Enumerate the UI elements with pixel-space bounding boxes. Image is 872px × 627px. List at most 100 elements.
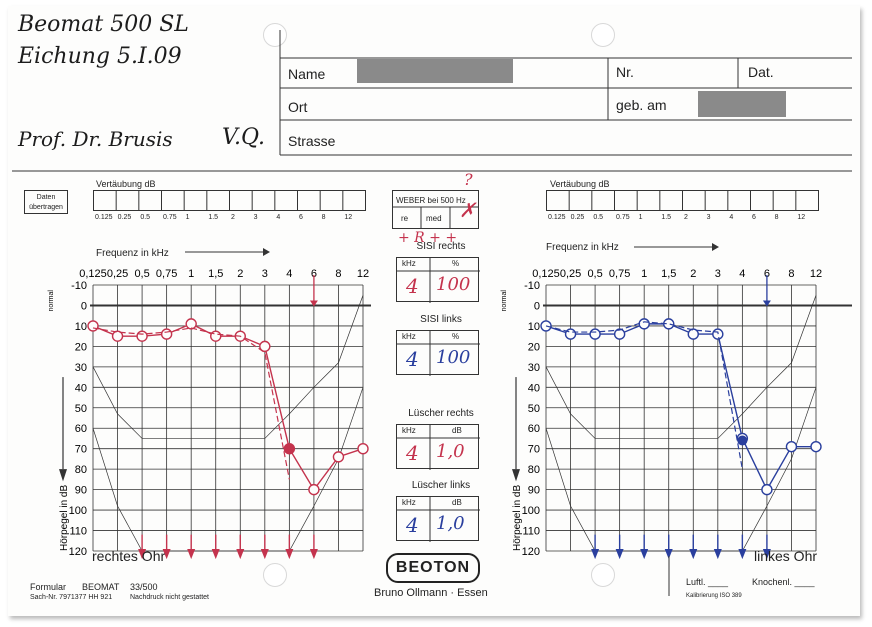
device-handwriting: Beomat 500 SL <box>18 12 189 37</box>
masking-freq-label: 0.125 <box>548 214 566 221</box>
normal-curve <box>545 295 817 439</box>
air-conduction-point <box>185 318 197 330</box>
no-response-arrowhead <box>689 548 698 560</box>
freq-tick-label: 0,125 <box>79 268 107 280</box>
db-tick-label: 50 <box>528 403 540 415</box>
no-response-arrowhead <box>138 548 147 560</box>
air-conduction-point <box>357 442 369 455</box>
freq-tick-label: 8 <box>788 268 794 280</box>
masking-freq-label: 1 <box>638 214 643 221</box>
freq-tick-label: 2 <box>237 268 243 280</box>
footer-luftl: Luftl. ____ <box>686 577 729 587</box>
masked-point <box>737 435 748 446</box>
name-label: Name <box>288 66 326 82</box>
masking-freqs-right: 0.125 0.25 0.5 0.75 1 1.5 2 3 4 6 8 12 <box>546 214 822 224</box>
freq-tick-label: 0,5 <box>587 268 602 280</box>
db-tick-label: 40 <box>528 382 540 394</box>
no-response-arrowhead <box>285 548 294 560</box>
masking-freq-label: 4 <box>276 214 281 221</box>
db-tick-label: 20 <box>528 341 540 353</box>
redacted-name <box>357 59 513 83</box>
masking-freq-label: 8 <box>321 214 326 221</box>
masking-freq-label: 3 <box>253 214 258 221</box>
no-response-arrowhead <box>309 548 318 560</box>
freq-tick-label: 6 <box>764 268 770 280</box>
db-tick-label: 70 <box>75 444 87 456</box>
air-conduction-point <box>308 483 320 496</box>
masking-freq-label: 1.5 <box>661 214 672 221</box>
daten-uebertragen-box[interactable]: Daten übertragen <box>24 190 68 214</box>
doctor-handwriting: Prof. Dr. Brusis <box>18 127 173 151</box>
beoton-logo: BEOTON <box>386 553 480 583</box>
db-tick-label: 10 <box>528 321 540 333</box>
nr-label: Nr. <box>616 64 634 80</box>
db-tick-label: 80 <box>528 464 540 476</box>
db-tick-label: 120 <box>522 546 540 558</box>
air-conduction-point <box>687 328 699 340</box>
bone-conduction-line <box>92 327 290 480</box>
khz-header: kHz <box>402 259 416 268</box>
freq-tick-label: 0,25 <box>107 268 128 280</box>
punch-hole <box>263 23 287 47</box>
freq-tick-label: 12 <box>357 268 369 280</box>
footer-sach: Sach-Nr. 7971377 HH 921 <box>30 594 113 601</box>
freq-arrow-right <box>634 243 719 251</box>
air-conduction-line <box>545 323 816 492</box>
freq-tick-label: 0,25 <box>560 268 581 280</box>
no-response-arrowhead <box>762 548 771 560</box>
db-tick-label: 60 <box>528 423 540 435</box>
weber-title: WEBER bei 500 Hz <box>396 196 466 205</box>
unit-header: % <box>452 259 460 268</box>
redacted-birthdate <box>698 91 786 117</box>
db-tick-label: 90 <box>75 485 87 497</box>
masking-freq-label: 2 <box>231 214 235 221</box>
handwritten-value: 1,0 <box>436 441 465 462</box>
db-tick-label: 30 <box>528 362 540 374</box>
no-response-arrowhead <box>211 548 220 560</box>
freq-title-right: Frequenz in kHz <box>546 242 619 253</box>
khz-header: kHz <box>402 498 416 507</box>
normal-curve <box>92 295 364 439</box>
air-conduction-point <box>761 483 773 496</box>
footer-kalibrierung: Kalibrierung ISO 389 <box>686 593 742 599</box>
no-response-arrowhead <box>640 548 649 560</box>
masking-freq-label: 2 <box>684 214 688 221</box>
air-conduction-point <box>111 330 124 342</box>
db-tick-label: 20 <box>75 341 87 353</box>
khz-header: kHz <box>402 426 416 435</box>
center-box-grid <box>396 330 480 376</box>
air-conduction-point <box>259 340 271 353</box>
db-tick-label: 100 <box>522 505 540 517</box>
air-conduction-point <box>332 451 345 463</box>
no-response-arrowhead <box>187 548 196 560</box>
center-box-grid <box>396 496 480 542</box>
masking-freq-label: 0.5 <box>593 214 604 221</box>
freq-tick-label: 2 <box>690 268 696 280</box>
air-conduction-point <box>638 318 650 330</box>
punch-hole <box>591 563 615 587</box>
weber-note: + R + + <box>398 230 458 246</box>
center-box-title: Lüscher links <box>411 480 471 491</box>
normal-label: normal <box>501 290 508 312</box>
freq-tick-label: 1,5 <box>208 268 223 280</box>
masking-freq-label: 6 <box>752 214 756 221</box>
weber-cell-med: med <box>426 214 442 223</box>
handwritten-value: 1,0 <box>436 513 465 534</box>
freq-tick-label: 1 <box>641 268 647 280</box>
freq-tick-label: 3 <box>262 268 268 280</box>
db-tick-label: 90 <box>528 485 540 497</box>
masking-freq-label: 0.75 <box>616 214 630 221</box>
air-conduction-point <box>810 440 822 453</box>
db-tick-label: -10 <box>524 280 540 292</box>
khz-header: kHz <box>402 332 416 341</box>
y-axis-label: Hörpegel in dB <box>59 485 70 551</box>
center-box-title: SISI links <box>420 314 462 325</box>
geb-label: geb. am <box>616 97 667 113</box>
air-conduction-point <box>613 328 626 340</box>
no-response-arrowhead <box>713 548 722 560</box>
freq-tick-label: 4 <box>286 268 292 280</box>
y-axis-label: Hörpegel in dB <box>512 485 523 551</box>
center-box-grid <box>396 257 480 303</box>
center-box-title: Lüscher rechts <box>408 408 474 419</box>
